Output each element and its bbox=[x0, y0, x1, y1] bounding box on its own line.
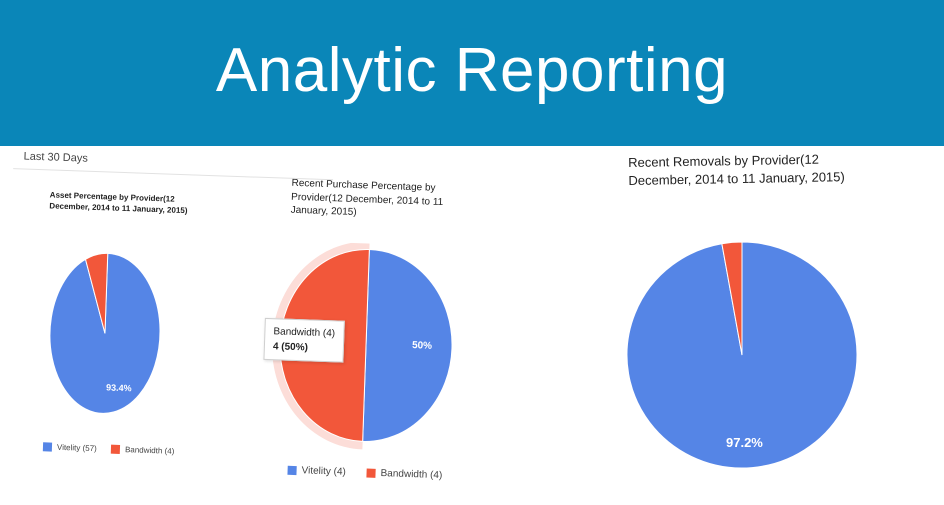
purchase-chart-panel: Recent Purchase Percentage by Provider(1… bbox=[259, 172, 500, 505]
legend-swatch bbox=[110, 445, 121, 455]
removals-pie-chart: 97.2% bbox=[626, 241, 858, 469]
chart-title: Asset Percentage by Provider(12 December… bbox=[49, 190, 188, 215]
legend-swatch bbox=[287, 465, 297, 475]
legend-label: Vitelity (57) bbox=[56, 442, 97, 454]
legend-label: Vitelity (4) bbox=[301, 465, 347, 478]
pie-slice-bandwidth[interactable] bbox=[83, 252, 109, 334]
legend-item-vitelity[interactable]: Vitelity (57) bbox=[42, 442, 97, 454]
chart-title: Recent Removals by Provider(12 December,… bbox=[628, 151, 845, 188]
legend-swatch bbox=[42, 442, 53, 452]
asset-chart-panel: Asset Percentage by Provider(12 December… bbox=[30, 188, 240, 485]
slice-label: 50% bbox=[412, 340, 432, 352]
removals-chart-panel: Recent Removals by Provider(12 December,… bbox=[620, 150, 940, 495]
chart-legend: Vitelity (57) Bandwidth (4) bbox=[42, 442, 175, 457]
legend-item-vitelity[interactable]: Vitelity (4) bbox=[287, 465, 346, 478]
page-title: Analytic Reporting bbox=[215, 35, 729, 105]
chart-legend: Vitelity (4) Bandwidth (4) bbox=[287, 465, 442, 481]
legend-label: Bandwidth (4) bbox=[124, 445, 175, 456]
slice-label: 93.4% bbox=[106, 382, 132, 393]
chart-tooltip: Bandwidth (4) 4 (50%) bbox=[263, 317, 345, 363]
legend-item-bandwidth[interactable]: Bandwidth (4) bbox=[366, 468, 443, 482]
legend-item-bandwidth[interactable]: Bandwidth (4) bbox=[110, 445, 175, 457]
legend-swatch bbox=[366, 468, 376, 478]
slice-label: 97.2% bbox=[726, 435, 763, 450]
legend-label: Bandwidth (4) bbox=[380, 468, 443, 482]
chart-title: Recent Purchase Percentage by Provider(1… bbox=[290, 177, 444, 219]
header-banner: Analytic Reporting bbox=[0, 0, 944, 146]
asset-pie-chart: 93.4% bbox=[49, 252, 161, 414]
tooltip-value: 4 (50%) bbox=[272, 341, 309, 354]
pie-slice-vitelity[interactable] bbox=[362, 248, 456, 445]
date-range-label: Last 30 Days bbox=[23, 150, 89, 165]
pie-slice-bandwidth[interactable] bbox=[721, 241, 743, 356]
